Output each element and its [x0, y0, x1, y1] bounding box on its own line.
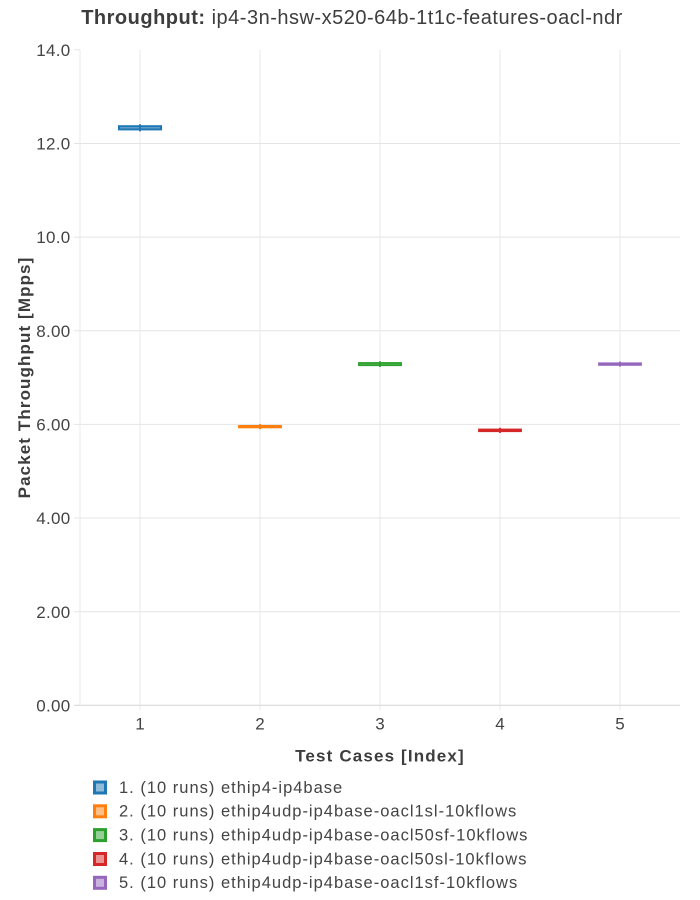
svg-text:2: 2	[255, 715, 264, 734]
svg-text:Throughput: ip4-3n-hsw-x520-64: Throughput: ip4-3n-hsw-x520-64b-1t1c-fea…	[81, 7, 623, 29]
svg-text:8.00: 8.00	[36, 322, 70, 341]
svg-text:Test Cases [Index]: Test Cases [Index]	[295, 747, 465, 766]
svg-text:5: 5	[615, 715, 624, 734]
svg-text:10.0: 10.0	[36, 228, 70, 247]
svg-text:6.00: 6.00	[36, 416, 70, 435]
svg-text:3: 3	[375, 715, 384, 734]
svg-text:1. (10 runs) ethip4-ip4base: 1. (10 runs) ethip4-ip4base	[119, 779, 343, 797]
svg-text:2.00: 2.00	[36, 603, 70, 622]
svg-text:0.00: 0.00	[36, 696, 70, 715]
svg-text:4. (10 runs) ethip4udp-ip4base: 4. (10 runs) ethip4udp-ip4base-oacl50sl-…	[119, 850, 527, 868]
svg-text:14.0: 14.0	[36, 41, 70, 60]
svg-text:2. (10 runs) ethip4udp-ip4base: 2. (10 runs) ethip4udp-ip4base-oacl1sl-1…	[119, 803, 517, 821]
svg-text:1: 1	[135, 715, 144, 734]
svg-text:4: 4	[495, 715, 504, 734]
svg-text:5. (10 runs) ethip4udp-ip4base: 5. (10 runs) ethip4udp-ip4base-oacl1sf-1…	[119, 874, 518, 892]
svg-text:4.00: 4.00	[36, 509, 70, 528]
svg-text:3. (10 runs) ethip4udp-ip4base: 3. (10 runs) ethip4udp-ip4base-oacl50sf-…	[119, 827, 528, 845]
svg-text:12.0: 12.0	[36, 135, 70, 154]
svg-text:Packet Throughput [Mpps]: Packet Throughput [Mpps]	[15, 257, 34, 499]
